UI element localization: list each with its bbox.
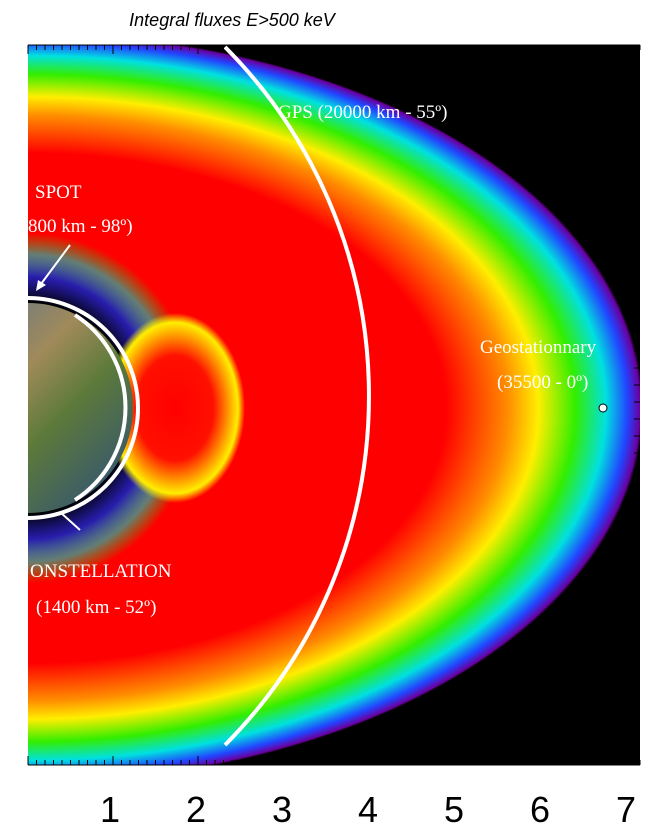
axis-label: 7	[616, 789, 636, 830]
figure: GPS (20000 km - 55º) SPOT 800 km - 98º) …	[0, 0, 654, 836]
constellation-label: ONSTELLATION	[30, 561, 172, 582]
title: Integral fluxes E>500 keV	[129, 10, 337, 30]
spot-orbit-label: 800 km - 98º)	[28, 216, 133, 237]
axis-label: 5	[444, 789, 464, 830]
axis-label: 3	[272, 789, 292, 830]
axis-label: 1	[100, 789, 120, 830]
geo-label: Geostationnary	[480, 337, 597, 358]
axis-label: 2	[186, 789, 206, 830]
axis-label: 6	[530, 789, 550, 830]
geo-orbit-label: (35500 - 0º)	[497, 372, 588, 393]
constellation-orbit-label: (1400 km - 52º)	[36, 597, 156, 618]
gps-label: GPS (20000 km - 55º)	[278, 102, 448, 123]
axis-labels: 1 2 3 4 5 6 7	[100, 789, 636, 830]
spot-label: SPOT	[35, 182, 82, 203]
plot: GPS (20000 km - 55º) SPOT 800 km - 98º) …	[0, 33, 643, 783]
axis-label: 4	[358, 789, 378, 830]
geo-satellite	[599, 404, 607, 412]
